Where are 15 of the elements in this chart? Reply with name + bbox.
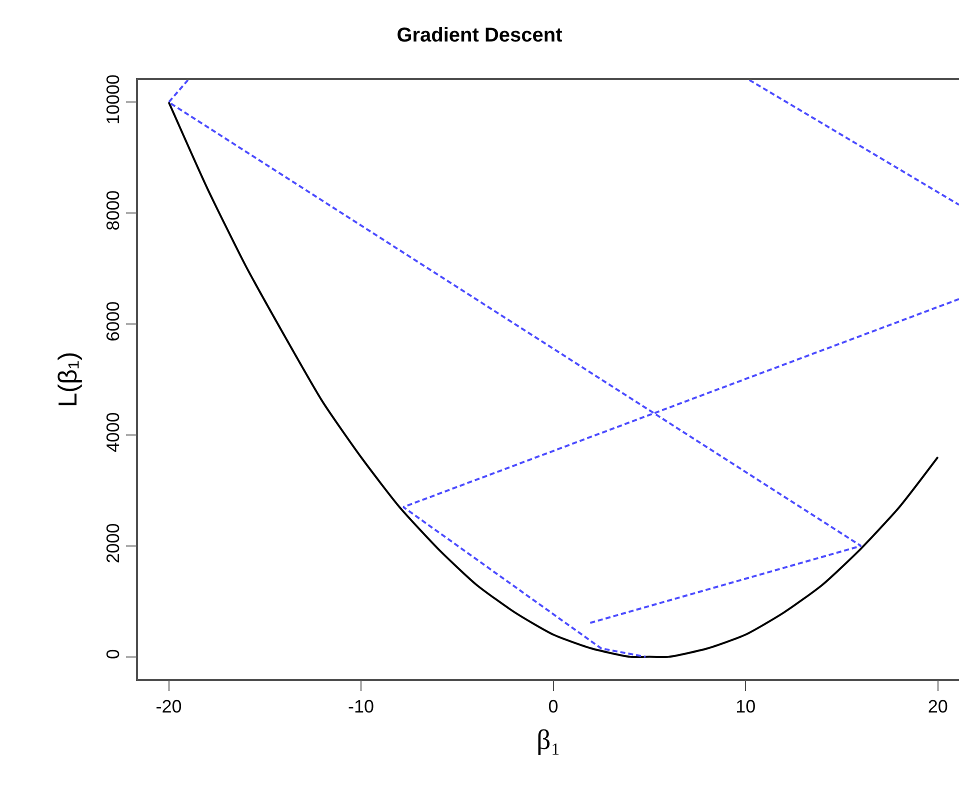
x-tick-label: 0 — [548, 696, 558, 717]
y-tick-label: 8000 — [102, 190, 123, 230]
y-tick-label: 4000 — [102, 412, 123, 452]
x-tick-label: -20 — [156, 696, 182, 717]
y-tick-label: 0 — [102, 649, 123, 660]
chart-title: Gradient Descent — [396, 24, 563, 47]
x-tick-label: 10 — [736, 696, 756, 717]
y-tick-label: 2000 — [102, 523, 123, 564]
y-tick-label: 10000 — [102, 74, 123, 125]
y-axis-title: L(β₁) — [52, 352, 83, 408]
x-axis-title: β₁ — [536, 725, 561, 756]
x-tick-label: -10 — [348, 696, 374, 717]
x-tick-label: 20 — [928, 696, 948, 717]
line-series — [168, 101, 939, 658]
y-tick-label: 6000 — [102, 301, 123, 342]
